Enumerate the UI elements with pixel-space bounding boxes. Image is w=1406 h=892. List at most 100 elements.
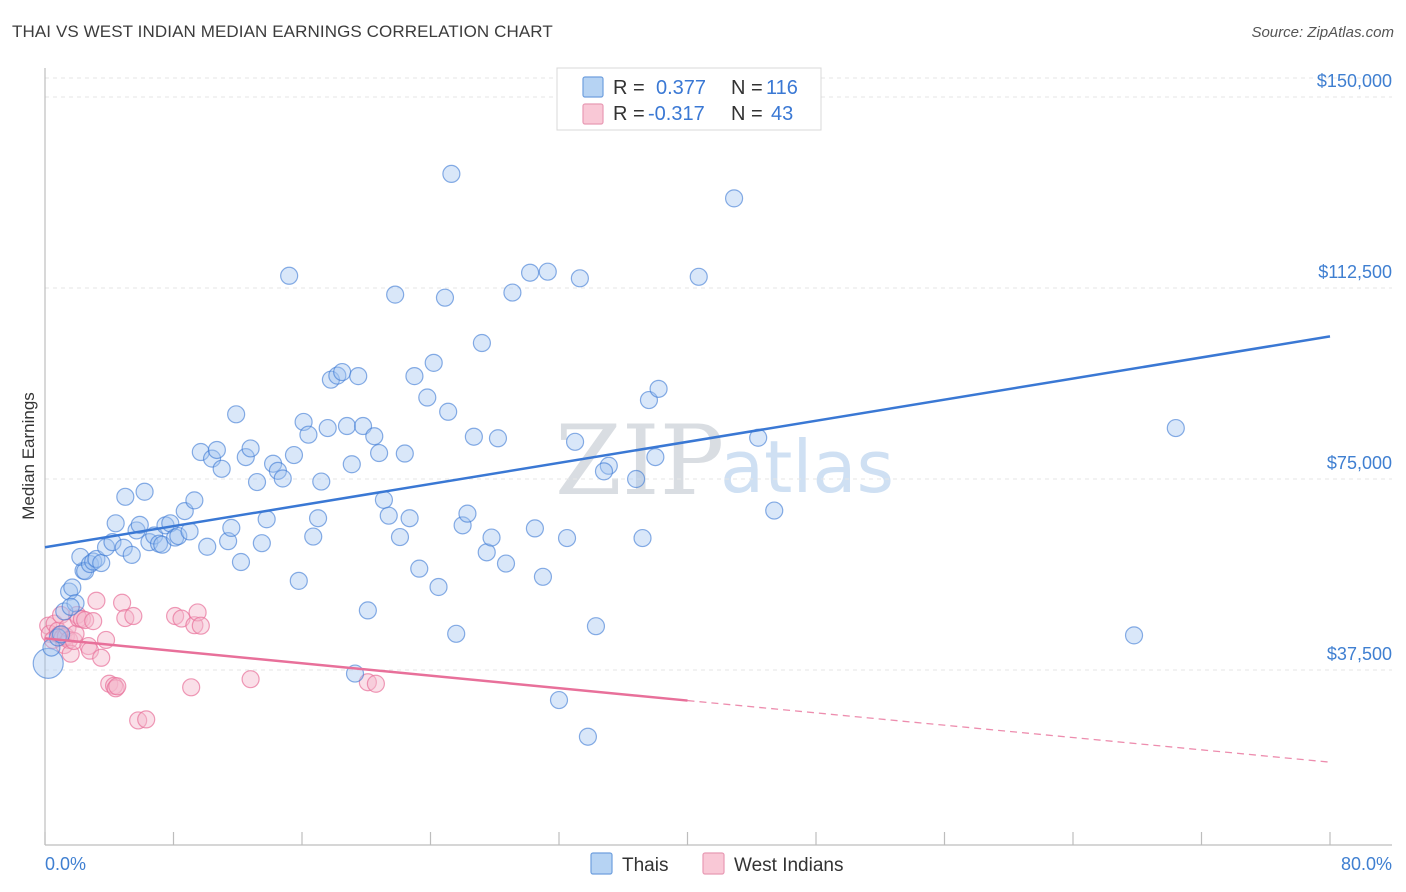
y-axis-label: Median Earnings: [19, 392, 38, 520]
correlation-legend: R = 0.377 N = 116 R = -0.317 N = 43: [556, 67, 822, 131]
thais-point-97: [533, 567, 553, 586]
watermark: ZIP atlas: [555, 405, 894, 517]
legend-r-value-west-indians: -0.317: [648, 103, 705, 125]
thais-point-105: [626, 469, 646, 489]
thais-point-111: [724, 189, 744, 208]
thais-point-103: [586, 617, 606, 636]
thais-point-24: [135, 482, 154, 501]
west-indians-point-23: [92, 648, 111, 667]
thais-point-114: [1124, 626, 1144, 645]
y-tick-label-0: $37,500: [1327, 644, 1392, 664]
thais-point-37: [198, 537, 217, 556]
thais-point-106: [633, 528, 652, 548]
thais-point-23: [130, 515, 149, 534]
thais-point-8: [61, 597, 80, 616]
thais-point-54: [284, 445, 304, 465]
thais-point-43: [227, 405, 246, 424]
thais-point-81: [424, 353, 443, 372]
legend-swatch-west-indians: [582, 103, 604, 125]
thais-point-95: [520, 263, 540, 282]
thais-point-109: [649, 379, 668, 398]
thais-point-93: [496, 554, 516, 573]
thais-point-0: [32, 647, 64, 679]
thais-point-85: [447, 624, 466, 643]
west-indians-point-42: [366, 674, 385, 693]
thais-point-77: [400, 509, 419, 528]
thais-point-66: [342, 455, 361, 474]
thais-point-83: [435, 288, 455, 307]
thais-point-21: [122, 545, 141, 564]
trend-line-west-indians: [44, 637, 688, 702]
west-indians-point-29: [112, 593, 132, 612]
thais-point-72: [374, 490, 394, 509]
x-tick-label-min: 0.0%: [45, 854, 86, 874]
thais-point-45: [236, 447, 255, 467]
series-legend-label-thais: Thais: [622, 855, 668, 876]
thais-point-87: [458, 504, 477, 523]
thais-point-73: [379, 506, 398, 525]
thais-point-74: [386, 285, 405, 304]
trend-line-thais: [44, 335, 1331, 549]
legend-n-label-west-indians: N =: [731, 103, 763, 125]
thais-point-69: [358, 601, 377, 620]
thais-point-110: [689, 267, 708, 286]
thais-point-68: [353, 416, 373, 436]
legend-n-value-thais: 116: [766, 77, 798, 99]
series-west-indians-points: [39, 591, 385, 730]
thais-point-39: [207, 440, 226, 460]
thais-point-49: [257, 510, 276, 529]
gridlines: [45, 77, 1392, 671]
thais-point-32: [169, 526, 188, 546]
thais-point-104: [599, 456, 618, 475]
thais-point-76: [395, 444, 414, 463]
thais-point-40: [212, 459, 231, 478]
thais-point-52: [273, 469, 292, 488]
thais-point-119: [442, 164, 461, 184]
y-tick-label-1: $75,000: [1327, 453, 1392, 473]
thais-point-98: [538, 262, 557, 281]
watermark-zip: ZIP: [555, 405, 724, 517]
thais-point-46: [241, 439, 260, 458]
thais-point-53: [280, 266, 299, 285]
thais-point-64: [333, 362, 352, 382]
series-legend-swatch-west-indians: [702, 852, 725, 875]
thais-point-100: [557, 528, 577, 548]
thais-point-80: [418, 388, 437, 407]
x-axis-ticks: [44, 832, 1331, 845]
legend-n-value-west-indians: 43: [771, 103, 793, 125]
thais-point-102: [570, 269, 589, 288]
thais-point-99: [549, 690, 569, 710]
thais-point-91: [482, 528, 501, 547]
thais-point-61: [318, 418, 337, 438]
thais-point-65: [337, 416, 357, 436]
west-indians-point-33: [137, 710, 156, 729]
west-indians-point-40: [241, 670, 260, 689]
series-legend: Thais West Indians: [590, 852, 843, 876]
legend-r-label-west-indians: R =: [613, 103, 645, 125]
thais-point-36: [191, 442, 210, 462]
legend-n-label-thais: N =: [731, 77, 763, 99]
thais-point-88: [464, 427, 483, 446]
trend-line-west-indians-extrapolated: [687, 699, 1331, 763]
chart-source: Source: ZipAtlas.com: [1251, 24, 1394, 41]
thais-point-101: [565, 432, 585, 451]
legend-swatch-thais: [582, 76, 604, 98]
west-indians-point-21: [84, 612, 103, 631]
thais-point-84: [439, 402, 458, 421]
thais-point-79: [410, 559, 429, 578]
thais-point-18: [106, 514, 125, 533]
series-legend-label-west-indians: West Indians: [734, 855, 843, 876]
thais-point-2: [48, 628, 67, 647]
chart-title: THAI VS WEST INDIAN MEDIAN EARNINGS CORR…: [12, 22, 553, 41]
west-indians-point-39: [191, 616, 210, 635]
thais-point-78: [405, 367, 424, 386]
thais-point-44: [231, 552, 251, 572]
thais-point-117: [578, 727, 598, 746]
thais-point-20: [116, 487, 135, 506]
thais-point-35: [185, 491, 204, 510]
thais-point-48: [252, 534, 271, 553]
watermark-atlas: atlas: [720, 425, 894, 509]
thais-point-70: [365, 427, 384, 446]
thais-point-113: [765, 501, 784, 520]
